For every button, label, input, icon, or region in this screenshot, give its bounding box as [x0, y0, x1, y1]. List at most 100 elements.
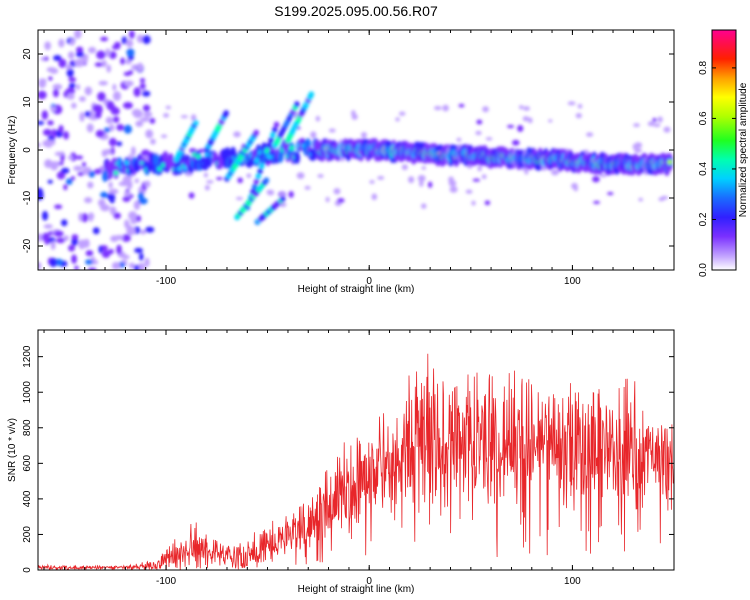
heatmap-cell	[524, 168, 529, 175]
x-tick-label: -100	[156, 576, 176, 587]
heatmap-cell	[54, 204, 63, 210]
heatmap-cell	[360, 131, 367, 139]
heatmap-cell	[68, 82, 76, 89]
heatmap-cell	[139, 77, 146, 83]
heatmap-cell	[49, 257, 57, 268]
heatmap-cell	[126, 39, 134, 48]
heatmap-cell	[67, 155, 74, 160]
heatmap-cell	[190, 114, 197, 122]
heatmap-cell	[43, 224, 53, 229]
heatmap-cell	[96, 50, 106, 60]
heatmap-cell	[114, 41, 121, 49]
heatmap-cell	[519, 105, 524, 110]
heatmap-cell	[105, 116, 114, 125]
heatmap-cell	[50, 106, 57, 112]
heatmap-cell	[75, 155, 84, 160]
heatmap-cell	[133, 87, 141, 97]
heatmap-cell	[109, 196, 115, 204]
heatmap-cell	[47, 179, 53, 184]
heatmap-cell	[475, 130, 482, 136]
colorbar-tick-label: 0.6	[698, 111, 709, 125]
heatmap-cell	[65, 64, 72, 70]
heatmap-cell	[395, 117, 400, 122]
heatmap-cell	[235, 196, 243, 201]
heatmap-cell	[71, 102, 77, 109]
heatmap-cell	[593, 200, 601, 204]
heatmap-cell	[421, 166, 427, 170]
heatmap-cell	[44, 159, 53, 169]
heatmap-cell	[42, 139, 52, 148]
heatmap-cell	[110, 105, 117, 115]
heatmap-cell	[134, 247, 143, 253]
heatmap-cell	[638, 197, 643, 202]
heatmap-cell	[65, 178, 73, 185]
heatmap-cell	[188, 192, 195, 199]
x-tick-label: -100	[156, 276, 176, 287]
x-tick-label: 0	[366, 576, 372, 587]
heatmap-cell	[133, 264, 140, 270]
heatmap-cell	[87, 267, 97, 270]
heatmap-cell	[113, 170, 119, 176]
heatmap-cell	[74, 30, 82, 39]
heatmap-cell	[85, 250, 94, 257]
heatmap-cell	[126, 179, 133, 190]
heatmap-cell	[607, 192, 614, 196]
heatmap-cell	[100, 191, 108, 199]
heatmap-cell	[74, 265, 79, 270]
heatmap-cell	[223, 110, 229, 117]
heatmap-cell	[94, 62, 103, 67]
heatmap-cell	[38, 191, 44, 201]
heatmap-cell	[144, 180, 151, 188]
colorbar: 0.0 0.2 0.4 0.6 0.8 Normalized spectral ampl…	[698, 29, 749, 277]
heatmap-cell	[149, 117, 156, 124]
heatmap-cell	[63, 131, 69, 140]
heatmap-cell	[433, 105, 442, 111]
heatmap-cell	[314, 139, 321, 152]
heatmap-cell	[77, 171, 85, 176]
y-tick-label: 0	[22, 147, 33, 153]
heatmap-cell	[254, 157, 260, 163]
heatmap-cell	[163, 113, 170, 118]
heatmap-cell	[44, 236, 50, 245]
heatmap-cell	[592, 176, 600, 183]
heatmap-cell	[98, 245, 103, 254]
heatmap-cell	[70, 176, 76, 181]
snr-x-axis-label: Height of straight line (km)	[298, 584, 415, 595]
snr-frame	[37, 329, 675, 571]
heatmap-cell	[548, 119, 553, 123]
heatmap-cell	[60, 219, 68, 227]
heatmap-cell	[67, 93, 75, 100]
heatmap-cell	[165, 105, 172, 110]
heatmap-cell	[128, 262, 135, 269]
heatmap-cell	[142, 104, 151, 112]
heatmap-cell	[126, 226, 136, 236]
heatmap-cell	[237, 177, 243, 184]
heatmap-cell	[81, 161, 87, 167]
y-tick-label: 1000	[22, 381, 33, 404]
heatmap-cell	[53, 55, 62, 62]
heatmap-field	[38, 30, 674, 270]
heatmap-cell	[472, 178, 481, 182]
heatmap-cell	[97, 91, 106, 102]
heatmap-cell	[325, 196, 330, 203]
heatmap-cell	[647, 121, 655, 127]
heatmap-cell	[101, 250, 111, 259]
heatmap-cell	[257, 168, 263, 175]
heatmap-cell	[203, 172, 208, 178]
heatmap-cell	[246, 173, 252, 179]
heatmap-cell	[271, 126, 278, 133]
heatmap-cell	[141, 149, 151, 157]
heatmap-cell	[456, 137, 462, 142]
y-tick-label: -10	[22, 190, 33, 205]
heatmap-cell	[294, 101, 300, 108]
heatmap-cell	[517, 124, 524, 132]
heatmap-cell	[38, 142, 41, 148]
heatmap-cell	[71, 234, 79, 240]
heatmap-cell	[66, 67, 74, 78]
heatmap-cell	[58, 58, 67, 68]
heatmap-cell	[270, 132, 276, 139]
heatmap-cell	[124, 160, 130, 166]
heatmap-cell	[255, 173, 262, 180]
heatmap-cell	[114, 234, 124, 241]
